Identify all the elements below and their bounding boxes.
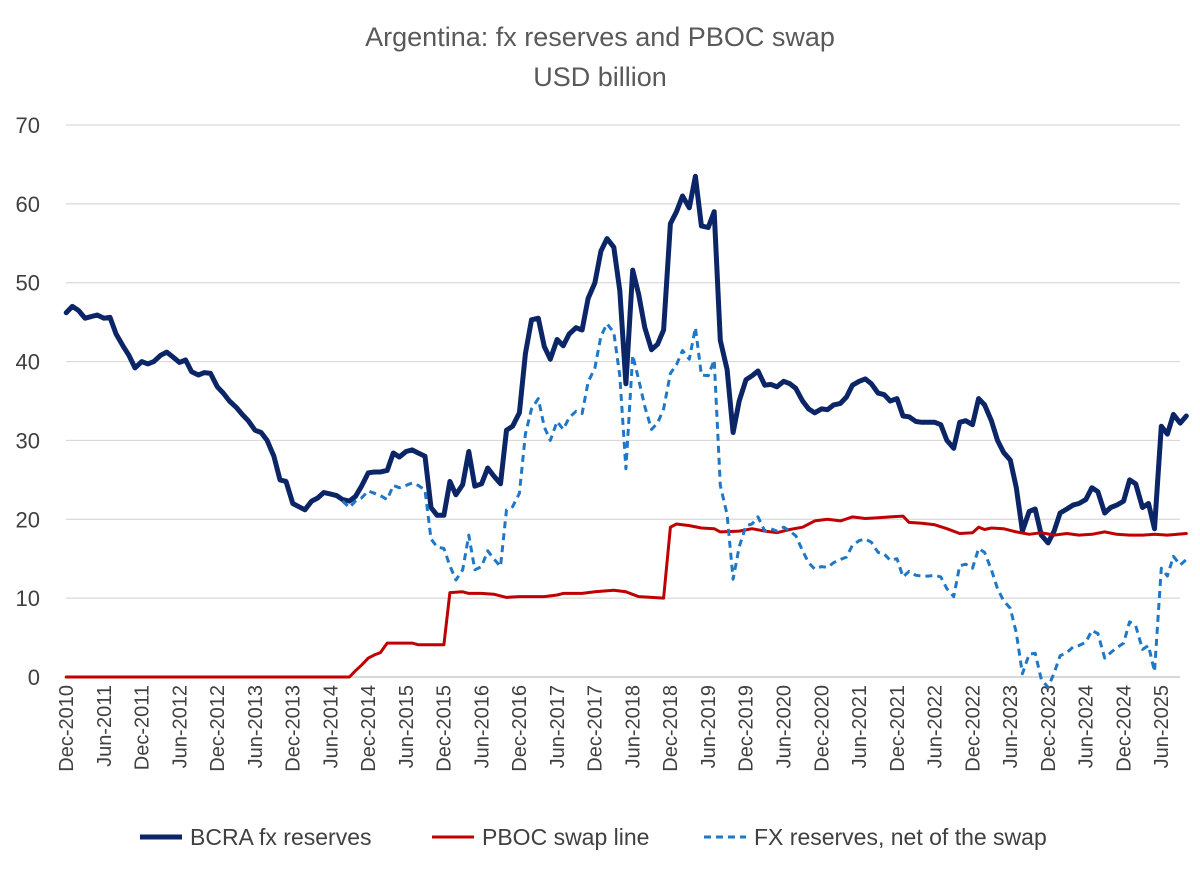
series-line-3 (341, 322, 1188, 689)
y-tick-label: 70 (16, 113, 40, 138)
y-tick-label: 20 (16, 507, 40, 532)
x-tick-label: Dec-2013 (283, 685, 305, 772)
series-lines (63, 173, 1189, 689)
gridlines (66, 124, 1180, 678)
y-tick-label: 30 (16, 428, 40, 453)
x-tick-label: Dec-2015 (434, 685, 456, 772)
legend-label-3: FX reserves, net of the swap (754, 824, 1047, 850)
x-tick-label: Jun-2011 (94, 685, 116, 767)
x-tick-label: Dec-2016 (509, 685, 531, 772)
x-tick-label: Dec-2012 (207, 685, 229, 772)
y-axis-ticks: 0 10 20 30 40 50 60 70 (16, 113, 40, 690)
x-tick-label: Dec-2022 (962, 685, 984, 772)
x-tick-label: Jun-2020 (773, 685, 795, 768)
x-tick-label: Dec-2020 (811, 685, 833, 772)
x-tick-label: Jun-2022 (925, 685, 947, 768)
x-tick-label: Dec-2010 (56, 685, 78, 772)
chart-title: Argentina: fx reserves and PBOC swap (365, 22, 835, 52)
legend-label-1: BCRA fx reserves (190, 824, 372, 850)
x-tick-label: Dec-2021 (887, 685, 909, 772)
x-tick-label: Dec-2023 (1038, 685, 1060, 772)
y-tick-label: 50 (16, 271, 40, 296)
x-tick-label: Jun-2015 (396, 685, 418, 768)
x-tick-label: Dec-2024 (1113, 685, 1135, 772)
x-tick-label: Jun-2017 (547, 685, 569, 768)
x-tick-label: Dec-2019 (736, 685, 758, 772)
y-tick-label: 0 (28, 665, 40, 690)
y-tick-label: 10 (16, 586, 40, 611)
x-tick-label: Jun-2024 (1076, 685, 1098, 768)
x-tick-label: Dec-2017 (585, 685, 607, 772)
y-tick-label: 60 (16, 192, 40, 217)
x-tick-label: Dec-2014 (358, 685, 380, 772)
x-tick-label: Dec-2011 (132, 685, 154, 770)
x-tick-label: Jun-2019 (698, 685, 720, 768)
x-axis-ticks: Dec-2010 Jun-2011 Dec-2011 Jun-2012 Dec-2012… (56, 685, 1173, 772)
x-tick-label: Jun-2012 (169, 685, 191, 768)
chart-subtitle: USD billion (533, 62, 667, 92)
x-tick-label: Jun-2018 (622, 685, 644, 768)
x-tick-label: Jun-2013 (245, 685, 267, 768)
legend-label-2: PBOC swap line (482, 824, 649, 850)
y-tick-label: 40 (16, 350, 40, 375)
legend: BCRA fx reserves PBOC swap line FX reserve… (140, 824, 1047, 850)
x-tick-label: Jun-2016 (471, 685, 493, 768)
x-tick-label: Jun-2023 (1000, 685, 1022, 768)
x-tick-label: Jun-2025 (1151, 685, 1173, 768)
x-tick-label: Dec-2018 (660, 685, 682, 772)
x-tick-label: Jun-2014 (320, 685, 342, 768)
series-line-1 (63, 173, 1189, 546)
x-tick-label: Jun-2021 (849, 685, 871, 768)
